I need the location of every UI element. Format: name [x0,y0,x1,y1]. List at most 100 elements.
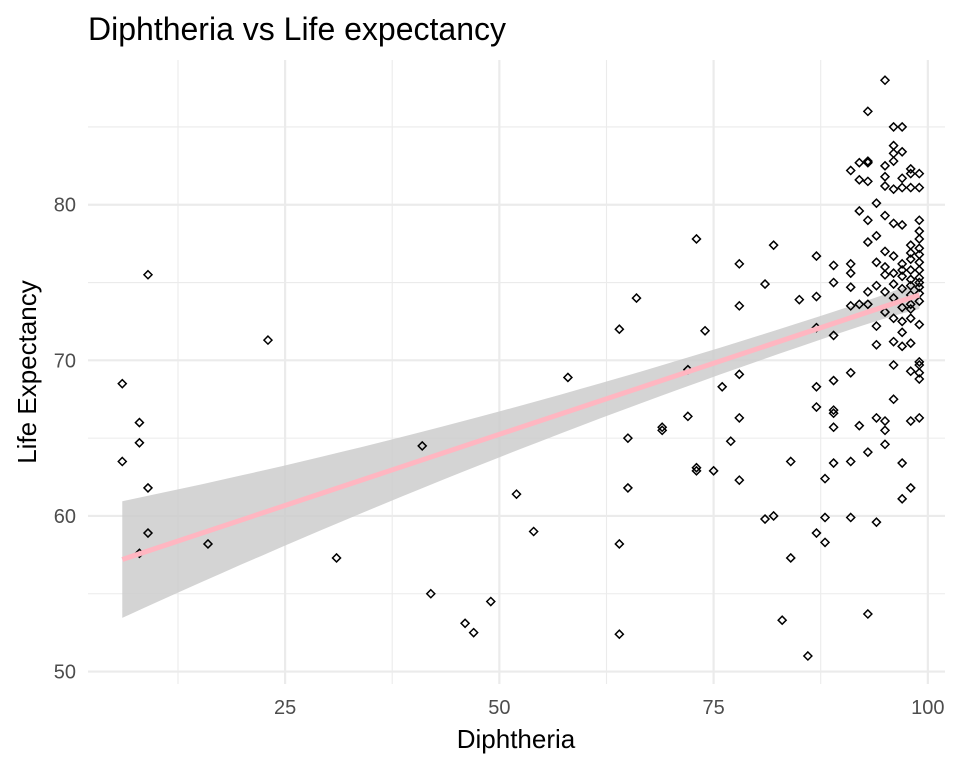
data-point [811,401,822,413]
x-tick-label: 50 [488,697,510,719]
data-point [879,180,891,192]
data-point [794,294,805,305]
data-point [905,415,916,427]
data-point [871,339,882,350]
data-point [734,475,745,486]
data-point [134,417,145,428]
data-point [862,156,873,167]
regression-line [121,292,921,562]
data-point [914,215,925,226]
data-point [914,233,925,245]
data-point [888,279,899,290]
data-point [828,277,839,288]
data-point [905,163,916,174]
data-point [914,168,925,179]
data-point [879,210,891,221]
data-point [759,279,771,290]
data-point [785,456,796,467]
data-point [914,356,925,367]
data-point [914,412,925,423]
data-point [862,106,873,117]
data-point [802,650,813,662]
data-point [914,277,925,288]
y-axis-title: Life Expectancy [12,280,42,464]
data-point [811,251,822,262]
data-point [622,433,633,444]
data-point [614,324,625,335]
data-point [905,280,916,291]
data-point [614,538,625,550]
data-point [905,265,916,276]
data-point [811,527,822,539]
data-point [888,251,899,262]
y-tick-label: 70 [54,350,76,372]
data-point [888,218,899,229]
data-point [888,184,899,195]
data-point [905,274,916,285]
data-point [905,313,916,324]
data-point [914,373,925,385]
data-point [871,198,882,209]
data-point [905,338,916,349]
y-tick-label: 80 [54,195,76,217]
data-point [485,596,496,607]
y-tick-label: 60 [54,506,76,528]
data-point [845,268,856,279]
chart-title: Diphtheria vs Life expectancy [88,11,506,47]
data-point [888,121,899,132]
data-point [914,243,925,254]
data-point [117,378,128,389]
data-point [117,456,128,467]
data-point [897,271,908,282]
data-point [862,447,873,458]
data-point [897,457,908,469]
data-point [897,173,908,184]
data-point [142,482,154,493]
data-point [828,408,839,419]
data-point [845,512,856,523]
data-point [905,366,916,377]
data-point [888,359,899,371]
data-point [879,160,891,171]
data-point [614,629,625,640]
data-point [828,457,839,469]
data-point [528,526,539,537]
data-point [879,415,891,427]
data-point [142,527,154,539]
data-point [897,121,908,132]
data-point [905,168,916,179]
data-point [897,316,908,327]
data-point [725,436,736,447]
data-point [879,246,891,257]
data-point [819,473,831,484]
data-point [811,291,822,302]
data-point [914,319,925,330]
data-point [699,325,711,336]
data-point [888,336,899,347]
data-point [862,176,873,187]
points [117,75,925,662]
data-point [888,268,899,279]
data-point [631,293,642,304]
data-point [262,335,274,346]
data-point [657,422,668,433]
confidence-band-area [122,281,920,618]
data-point [331,552,342,564]
data-point [854,299,865,310]
data-point [862,299,873,310]
data-point [828,422,839,433]
x-axis-title: Diphtheria [457,724,576,754]
y-tick-label: 50 [54,662,76,684]
y-axis: 50 60 70 80 [54,195,76,684]
data-point [897,258,908,269]
data-point [717,381,728,392]
data-point [657,425,668,436]
data-point [819,512,831,523]
data-point [708,465,719,476]
data-point [862,157,873,168]
data-point [845,258,856,269]
data-point [905,254,916,265]
data-point [562,372,573,383]
x-tick-label: 100 [911,697,944,719]
